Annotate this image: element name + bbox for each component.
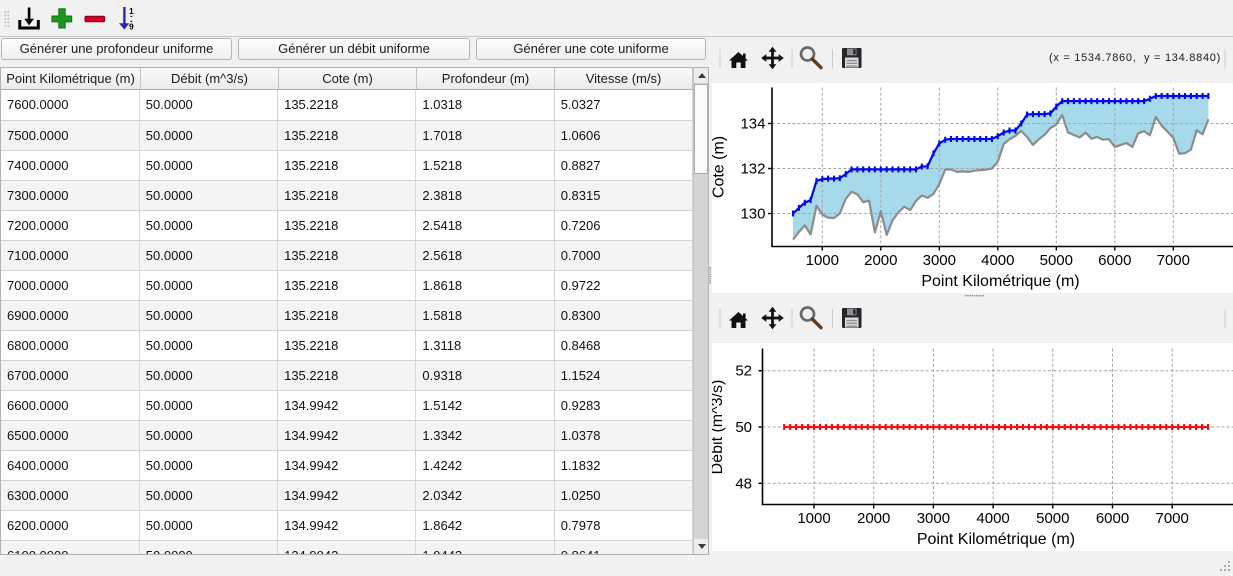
svg-text:6000: 6000 bbox=[1096, 510, 1129, 527]
svg-text:9: 9 bbox=[129, 21, 134, 31]
svg-text:7000: 7000 bbox=[1156, 510, 1189, 527]
svg-text:2000: 2000 bbox=[857, 510, 890, 527]
svg-text:Point Kilométrique (m): Point Kilométrique (m) bbox=[917, 531, 1075, 548]
svg-text:3000: 3000 bbox=[917, 510, 950, 527]
svg-text:2000: 2000 bbox=[864, 252, 897, 269]
svg-text:6000: 6000 bbox=[1098, 252, 1131, 269]
svg-text:4000: 4000 bbox=[976, 510, 1009, 527]
svg-text:134: 134 bbox=[740, 116, 765, 133]
svg-text:5000: 5000 bbox=[1040, 252, 1073, 269]
svg-text:1: 1 bbox=[129, 6, 134, 16]
svg-text:3000: 3000 bbox=[923, 252, 956, 269]
svg-text:5000: 5000 bbox=[1036, 510, 1069, 527]
svg-text:Débit (m^3/s): Débit (m^3/s) bbox=[712, 380, 726, 475]
svg-text:50: 50 bbox=[735, 419, 752, 436]
svg-text:1000: 1000 bbox=[797, 510, 830, 527]
svg-text:Point Kilométrique (m): Point Kilométrique (m) bbox=[921, 273, 1079, 290]
svg-text:48: 48 bbox=[735, 475, 752, 492]
svg-text:132: 132 bbox=[740, 161, 765, 178]
svg-text:130: 130 bbox=[740, 206, 765, 223]
svg-text:1000: 1000 bbox=[806, 252, 839, 269]
svg-text:7000: 7000 bbox=[1157, 252, 1190, 269]
svg-text:4000: 4000 bbox=[981, 252, 1014, 269]
svg-text:52: 52 bbox=[735, 363, 752, 380]
svg-text:Cote (m): Cote (m) bbox=[712, 136, 728, 198]
